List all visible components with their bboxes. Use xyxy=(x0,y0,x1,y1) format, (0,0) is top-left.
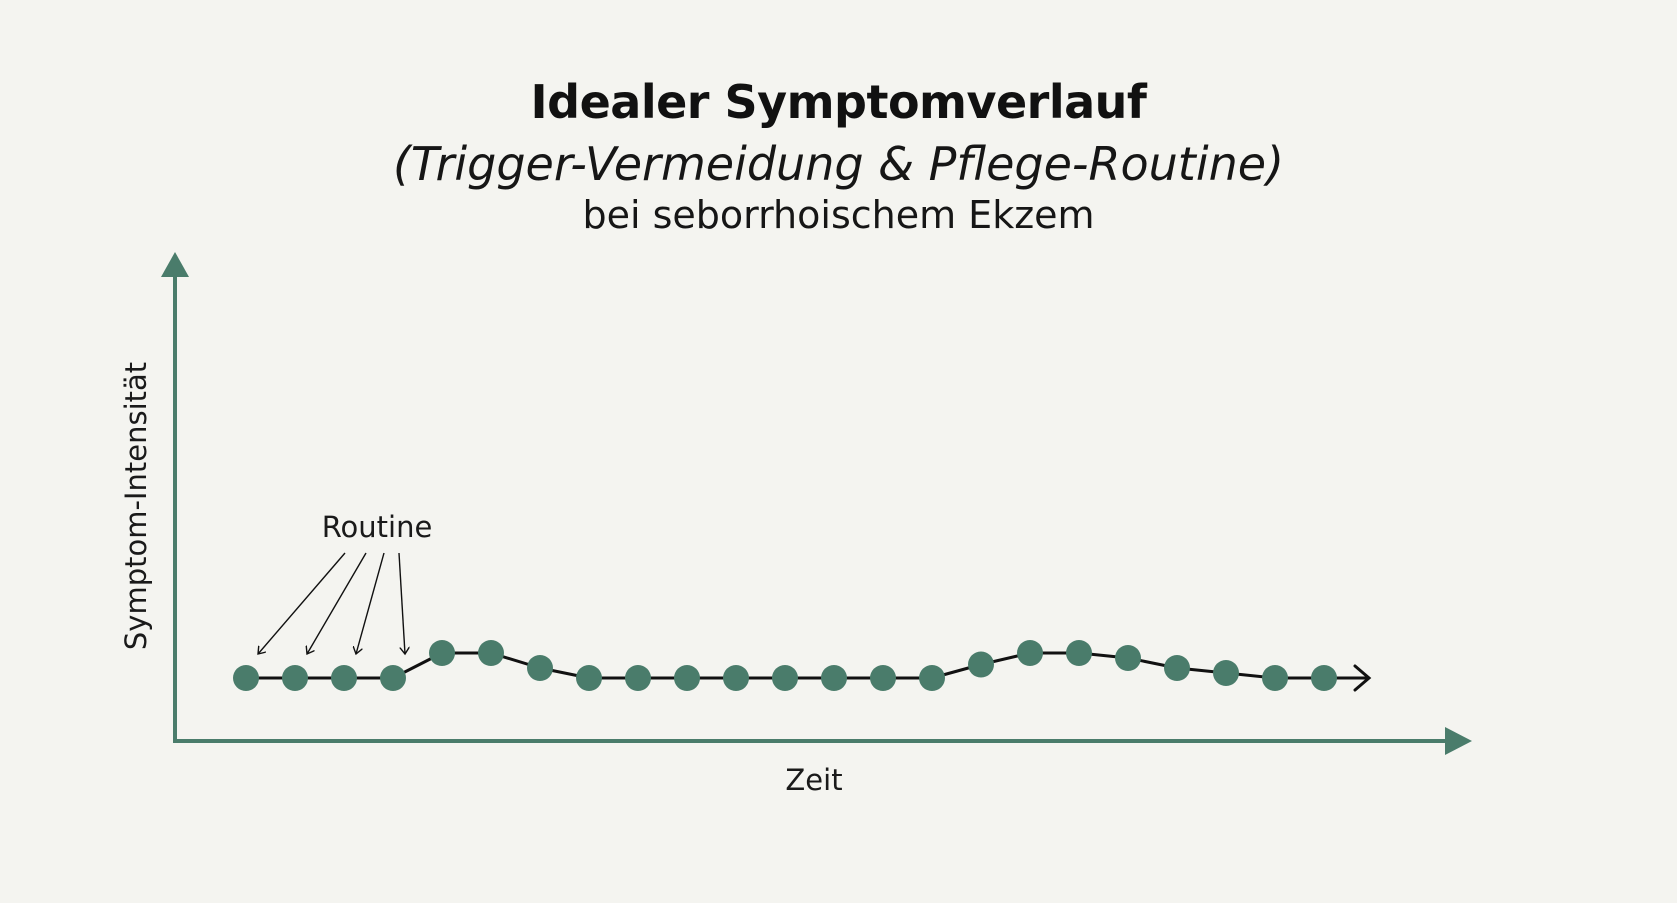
chart-subtitle: (Trigger-Vermeidung & Pflege-Routine) xyxy=(392,137,1285,191)
data-point xyxy=(772,665,798,691)
data-point xyxy=(723,665,749,691)
routine-annotation: Routine xyxy=(258,510,432,654)
series-layer xyxy=(233,640,1372,692)
y-axis-arrowhead xyxy=(161,252,189,277)
data-point xyxy=(870,665,896,691)
data-point xyxy=(919,665,945,691)
axes xyxy=(161,252,1472,755)
x-axis-label: Zeit xyxy=(785,763,842,797)
data-point xyxy=(1017,640,1043,666)
routine-arrows xyxy=(258,552,405,654)
data-point xyxy=(478,640,504,666)
chart-subtitle-secondary: bei seborrhoischem Ekzem xyxy=(582,193,1095,237)
data-point xyxy=(1311,665,1337,691)
data-point xyxy=(233,665,259,691)
data-point xyxy=(1115,645,1141,671)
data-point xyxy=(821,665,847,691)
data-point xyxy=(625,665,651,691)
data-point xyxy=(282,665,308,691)
data-point xyxy=(429,640,455,666)
data-point xyxy=(1213,660,1239,686)
data-point xyxy=(1066,640,1092,666)
chart-title: Idealer Symptomverlauf xyxy=(530,75,1147,129)
data-point xyxy=(331,665,357,691)
routine-arrow xyxy=(356,552,385,654)
data-point xyxy=(527,655,553,681)
data-point xyxy=(576,665,602,691)
routine-arrow xyxy=(398,552,405,654)
data-point xyxy=(968,651,994,678)
data-point xyxy=(380,665,406,691)
data-point xyxy=(1164,655,1190,681)
y-axis-label: Symptom-Intensität xyxy=(119,362,153,650)
routine-arrow xyxy=(258,552,346,654)
data-point xyxy=(674,665,700,691)
series-line-arrowhead xyxy=(1353,664,1372,692)
x-axis-arrowhead xyxy=(1445,727,1472,755)
series-line xyxy=(246,651,1369,680)
routine-label: Routine xyxy=(322,510,433,544)
data-point xyxy=(1262,665,1288,691)
routine-arrow xyxy=(307,552,367,654)
